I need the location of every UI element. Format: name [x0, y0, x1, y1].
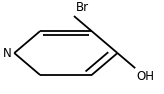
Text: OH: OH — [137, 70, 155, 83]
Text: Br: Br — [76, 2, 89, 14]
Text: N: N — [3, 47, 11, 60]
